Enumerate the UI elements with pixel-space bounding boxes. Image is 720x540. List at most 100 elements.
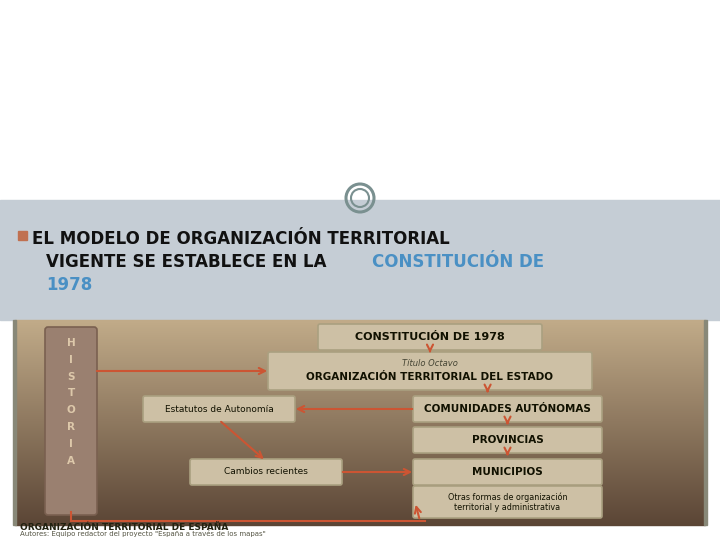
Bar [15,441,705,442]
Bar [15,344,705,345]
Bar [15,517,705,518]
Bar [15,494,705,495]
Bar [15,411,705,412]
Bar [15,492,705,493]
Bar [15,478,705,479]
Bar [15,399,705,400]
Bar [15,414,705,415]
Bar [15,328,705,329]
Bar [15,513,705,514]
Bar [15,458,705,459]
Bar [15,467,705,468]
Bar [15,387,705,388]
Bar [15,511,705,512]
Bar [15,490,705,491]
Bar [15,466,705,467]
Bar [15,339,705,340]
Text: Otras formas de organización
territorial y administrativa: Otras formas de organización territorial… [448,492,567,512]
Bar [15,433,705,434]
Bar [15,416,705,417]
Bar [15,472,705,473]
Text: MUNICIPIOS: MUNICIPIOS [472,467,543,477]
Bar [15,374,705,375]
Bar [15,497,705,498]
Bar [15,440,705,441]
Bar [15,502,705,503]
FancyBboxPatch shape [45,327,97,515]
Bar [15,483,705,484]
Bar [13,320,16,525]
Bar [15,477,705,478]
Bar [15,404,705,405]
Bar [15,469,705,470]
FancyBboxPatch shape [413,459,602,485]
Bar [15,400,705,401]
Bar [15,501,705,502]
Bar [15,455,705,456]
Bar [15,342,705,343]
Bar [15,382,705,383]
Bar [15,360,705,361]
Bar [15,417,705,418]
Bar [15,373,705,374]
Bar [15,457,705,458]
Bar [15,475,705,476]
Bar [15,365,705,366]
Bar [15,395,705,396]
Bar [15,379,705,380]
Bar [15,474,705,475]
Text: Estatutos de Autonomía: Estatutos de Autonomía [165,404,274,414]
Bar [15,516,705,517]
Bar [15,495,705,496]
Bar [15,504,705,505]
Bar [0,0,720,200]
Bar [15,468,705,469]
Bar [15,405,705,406]
Bar [15,398,705,399]
Bar [15,423,705,424]
Bar [15,463,705,464]
Bar [704,320,707,525]
Bar [15,489,705,490]
Bar [15,369,705,370]
Bar [15,452,705,453]
Bar [15,389,705,390]
Bar [15,320,705,321]
Bar [15,393,705,394]
Bar [15,451,705,452]
Bar [15,523,705,524]
Bar [15,370,705,371]
Bar [15,476,705,477]
Bar [15,407,705,408]
Bar [15,377,705,378]
Bar [15,356,705,357]
Bar [15,512,705,513]
Bar [15,435,705,436]
Bar [15,372,705,373]
Bar [15,436,705,437]
Bar [15,431,705,432]
Bar [15,384,705,385]
Bar [15,332,705,333]
Bar [15,422,705,423]
Text: H
I
S
T
O
R
I
A: H I S T O R I A [67,338,76,465]
Bar [15,346,705,347]
Bar [18,231,27,240]
Bar [15,418,705,419]
Bar [15,437,705,438]
Bar [15,465,705,466]
Bar [15,338,705,339]
Bar [15,385,705,386]
Text: ORGANIZACIÓN TERRITORIAL DEL ESTADO: ORGANIZACIÓN TERRITORIAL DEL ESTADO [307,372,554,382]
Bar [0,200,720,320]
Bar [15,349,705,350]
Bar [15,323,705,324]
Bar [15,383,705,384]
Bar [15,499,705,500]
Text: Cambios recientes: Cambios recientes [224,468,308,476]
Bar [15,505,705,506]
FancyBboxPatch shape [413,427,602,453]
Text: EL MODELO DE ORGANIZACIÓN TERRITORIAL: EL MODELO DE ORGANIZACIÓN TERRITORIAL [32,230,450,248]
Bar [15,340,705,341]
Bar [15,518,705,519]
